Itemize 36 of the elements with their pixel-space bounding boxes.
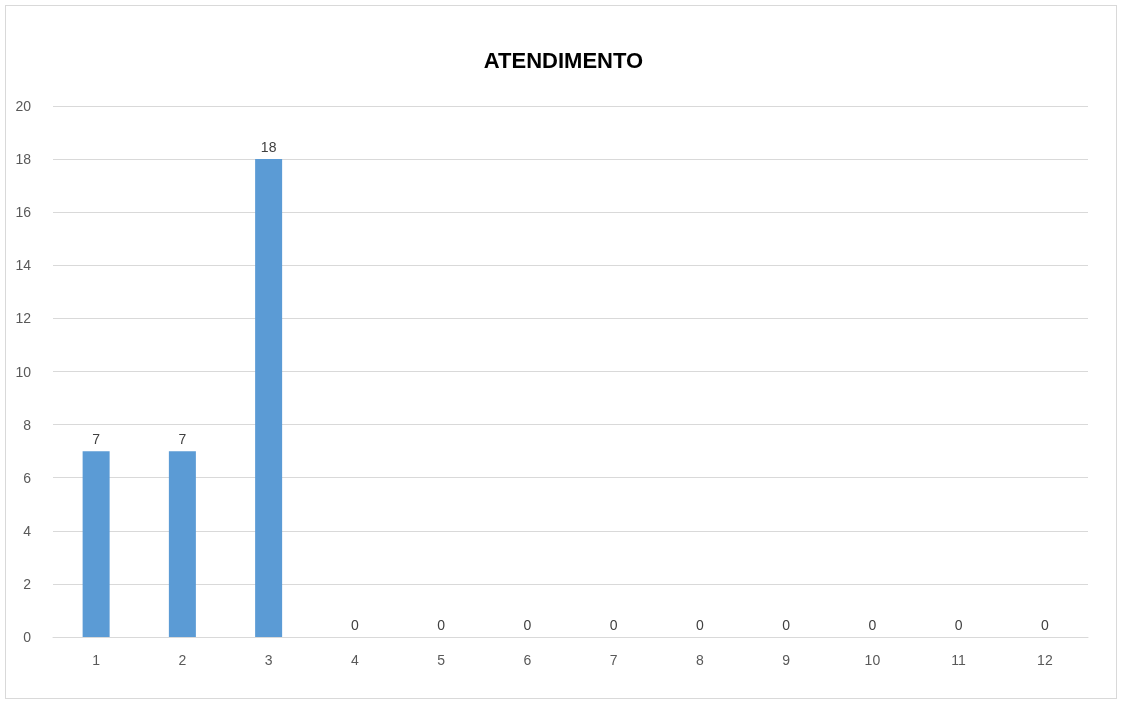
y-tick-label: 14: [15, 257, 32, 274]
data-label: 0: [782, 617, 791, 633]
y-tick-label: 2: [23, 575, 32, 592]
data-label: 18: [260, 139, 277, 156]
data-label: 0: [350, 617, 359, 633]
y-tick-label: 4: [23, 522, 32, 539]
data-label: 0: [609, 617, 618, 633]
y-tick-label: 8: [23, 416, 32, 433]
x-tick-label: 3: [264, 652, 273, 668]
y-tick-label: 10: [15, 363, 32, 380]
x-tick-label: 7: [609, 652, 618, 668]
x-tick-label: 4: [350, 652, 359, 668]
x-tick-label: 11: [951, 652, 967, 668]
y-tick-label: 12: [15, 310, 32, 327]
data-label: 0: [954, 617, 963, 633]
y-tick-label: 0: [23, 629, 32, 645]
y-tick-label: 18: [15, 151, 32, 168]
x-tick-label: 2: [178, 652, 187, 668]
x-tick-label: 10: [864, 652, 881, 668]
data-label: 0: [1040, 617, 1049, 633]
data-label: 7: [178, 431, 187, 448]
x-tick-label: 8: [695, 652, 704, 668]
x-tick-label: 12: [1037, 652, 1053, 668]
data-label: 0: [695, 617, 704, 633]
y-tick-label: 20: [15, 98, 32, 114]
y-tick-label: 6: [23, 469, 32, 486]
x-tick-label: 9: [782, 652, 791, 668]
data-label: 0: [437, 617, 446, 633]
x-tick-label: 5: [437, 652, 446, 668]
data-label: 7: [92, 431, 101, 448]
data-label: 0: [868, 617, 877, 633]
x-tick-label: 1: [92, 652, 101, 668]
chart-title: ATENDIMENTO: [483, 47, 644, 73]
x-tick-label: 6: [523, 652, 532, 668]
data-label: 0: [523, 617, 532, 633]
y-tick-label: 16: [15, 204, 32, 221]
